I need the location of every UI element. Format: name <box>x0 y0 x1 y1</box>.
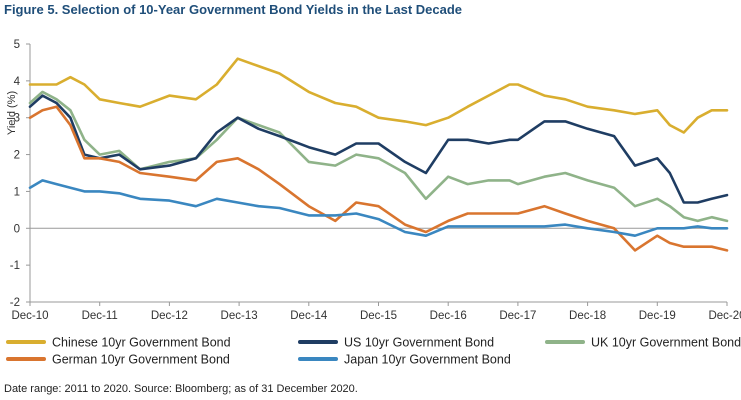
y-tick-label: 5 <box>14 39 20 51</box>
x-tick-label: Dec-15 <box>360 310 397 322</box>
chart-legend: Chinese 10yr Government Bond US 10yr Gove… <box>6 336 741 367</box>
figure-title: Figure 5. Selection of 10-Year Governmen… <box>4 2 463 17</box>
x-tick-label: Dec-18 <box>569 310 606 322</box>
legend-label-3: German 10yr Government Bond <box>52 353 230 367</box>
y-tick-label: 1 <box>14 186 20 198</box>
chart-axes: -2 -1 0 1 2 3 4 5 Dec-10 Dec-11 Dec-12 Dec-13 Dec-14… <box>6 39 741 322</box>
series-line-1 <box>28 94 729 204</box>
legend-label-0: Chinese 10yr Government Bond <box>52 336 231 350</box>
legend-label-1: US 10yr Government Bond <box>344 336 494 350</box>
y-tick-label: -2 <box>10 297 20 309</box>
x-tick-label: Dec-13 <box>221 310 258 322</box>
x-tick-label: Dec-10 <box>11 310 48 322</box>
x-tick-label: Dec-12 <box>151 310 188 322</box>
x-tick-label: Dec-20 <box>708 310 741 322</box>
series-line-4 <box>28 179 729 237</box>
y-axis-label: Yield (%) <box>6 91 18 135</box>
series-line-3 <box>28 105 729 252</box>
series-line-0 <box>28 57 729 134</box>
x-tick-label: Dec-16 <box>430 310 467 322</box>
y-tick-label: 4 <box>14 76 21 88</box>
source-note: Date range: 2011 to 2020. Source: Bloomb… <box>4 383 358 395</box>
x-tick-label: Dec-11 <box>82 310 118 322</box>
x-tick-label: Dec-19 <box>639 310 676 322</box>
y-tick-label: 2 <box>14 150 20 162</box>
legend-label-2: UK 10yr Government Bond <box>591 336 741 350</box>
chart-lines <box>28 57 729 252</box>
y-tick-label: 3 <box>14 113 20 125</box>
series-line-2 <box>28 90 729 223</box>
x-tick-label: Dec-14 <box>290 310 328 322</box>
y-tick-label: 0 <box>14 223 20 235</box>
x-tick-label: Dec-17 <box>499 310 536 322</box>
y-tick-label: -1 <box>10 260 20 272</box>
legend-label-4: Japan 10yr Government Bond <box>344 353 511 367</box>
